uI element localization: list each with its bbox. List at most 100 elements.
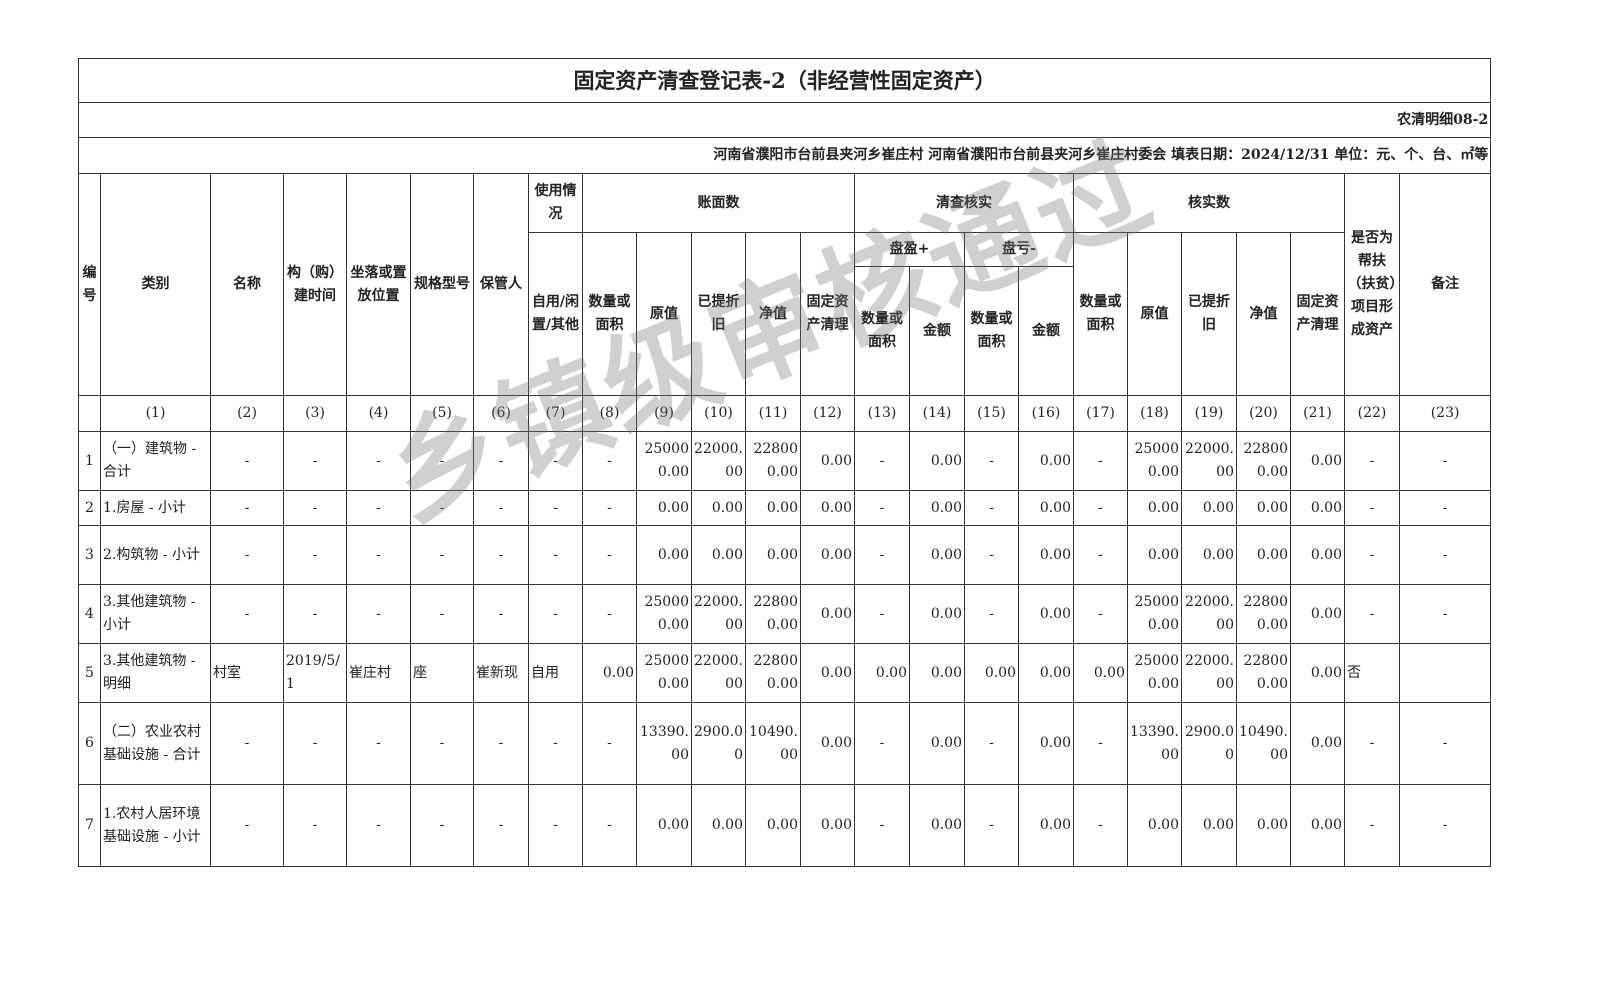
table-cell: - [1398, 702, 1492, 785]
table-cell: 0.00 [1181, 525, 1237, 585]
table-cell: 0.00 [909, 784, 965, 867]
table-cell: 0.00 [1018, 584, 1074, 644]
table-cell: - [964, 525, 1019, 585]
table-cell: 0.00 [1290, 784, 1345, 867]
table-cell: 0.00 [636, 784, 692, 867]
table-cell: - [210, 525, 284, 585]
column-index-cell [78, 395, 101, 432]
table-cell: 0.00 [1290, 643, 1345, 703]
table-cell: - [964, 702, 1019, 785]
table-cell: - [1073, 584, 1128, 644]
table-cell: - [410, 431, 474, 491]
table-cell: - [1398, 584, 1492, 644]
table-row: 7 1.农村人居环境基础设施 - 小计 - - - - - - -0.00 0.00 0.00 0.0… [78, 784, 1492, 867]
table-cell: - [582, 784, 637, 867]
table-cell: 22000.00 [1181, 643, 1237, 703]
header-verified-orig: 原值 [1127, 232, 1182, 396]
table-cell: 228000.00 [745, 584, 801, 644]
table-cell: 250000.00 [1127, 643, 1182, 703]
table-cell: 22000.00 [1181, 431, 1237, 491]
table-cell: （二）农业农村基础设施 - 合计 [100, 702, 211, 785]
table-cell: 0.00 [909, 431, 965, 491]
table-cell: 2900.00 [1181, 702, 1237, 785]
table-cell: - [410, 584, 474, 644]
table-cell: 0.00 [1236, 490, 1291, 526]
table-cell: 228000.00 [745, 643, 801, 703]
table-cell: - [473, 525, 529, 585]
table-cell: - [210, 431, 284, 491]
table-cell: - [1344, 431, 1400, 491]
table-cell: - [346, 525, 411, 585]
table-cell: - [1398, 431, 1492, 491]
table-cell: 0.00 [1236, 784, 1291, 867]
table-cell: 0.00 [800, 643, 855, 703]
row-number-cell: 1 [78, 431, 101, 491]
table-cell: 崔新现 [473, 643, 529, 703]
table-row: 4 3.其他建筑物 - 小计 - - - - - - -250000.00 22000.00 228… [78, 584, 1492, 644]
table-cell: - [210, 784, 284, 867]
table-cell: - [1344, 525, 1400, 585]
table-cell: 0.00 [1290, 525, 1345, 585]
table-cell: 2900.00 [691, 702, 746, 785]
table-cell: 0.00 [1018, 784, 1074, 867]
table-cell: - [582, 431, 637, 491]
table-cell: - [1073, 490, 1128, 526]
table-cell: - [964, 490, 1019, 526]
table-cell: 0.00 [800, 584, 855, 644]
table-cell: 228000.00 [745, 431, 801, 491]
table-cell: - [528, 490, 583, 526]
header-book-qty: 数量或面积 [582, 232, 637, 396]
table-cell: 250000.00 [1127, 584, 1182, 644]
table-cell: - [528, 431, 583, 491]
table-row: 2 1.房屋 - 小计 - - - - - - -0.00 0.00 0.00 0.00-0.00-0… [78, 490, 1492, 526]
table-cell: 2019/5/1 [283, 643, 347, 703]
table-cell: - [473, 490, 529, 526]
column-index-cell: (19) [1181, 395, 1237, 432]
row-number-cell: 6 [78, 702, 101, 785]
table-cell: - [582, 490, 637, 526]
table-cell: - [410, 702, 474, 785]
header-build-time: 构（购）建时间 [283, 173, 347, 396]
table-cell: - [964, 784, 1019, 867]
header-verified-clear: 固定资产清理 [1290, 232, 1345, 396]
table-cell: - [283, 702, 347, 785]
row-number-cell: 3 [78, 525, 101, 585]
table-cell: 0.00 [964, 643, 1019, 703]
table-cell: - [473, 431, 529, 491]
column-index-cell: (7) [528, 395, 583, 432]
row-number-cell: 7 [78, 784, 101, 867]
table-cell: - [1073, 431, 1128, 491]
table-cell: 0.00 [1018, 643, 1074, 703]
table-cell: - [346, 702, 411, 785]
header-remark: 备注 [1398, 173, 1492, 396]
table-cell: - [283, 431, 347, 491]
table-cell: - [346, 784, 411, 867]
header-check: 清查核实 [854, 173, 1074, 233]
table-cell: 0.00 [691, 784, 746, 867]
table-cell: 22000.00 [691, 584, 746, 644]
table-cell: - [1398, 490, 1492, 526]
table-cell: 村室 [210, 643, 284, 703]
table-cell: 0.00 [800, 490, 855, 526]
header-surplus-qty: 数量或面积 [854, 266, 910, 396]
column-index-cell: (18) [1127, 395, 1182, 432]
table-cell: 自用 [528, 643, 583, 703]
table-cell: 13390.00 [636, 702, 692, 785]
table-cell: - [1073, 702, 1128, 785]
table-cell: - [346, 584, 411, 644]
table-cell: 250000.00 [636, 431, 692, 491]
table-cell: 250000.00 [1127, 431, 1182, 491]
header-loss-amount: 金额 [1018, 266, 1074, 396]
table-cell: 250000.00 [636, 584, 692, 644]
table-cell: - [1398, 784, 1492, 867]
table-cell: - [854, 784, 910, 867]
table-cell: 0.00 [1181, 784, 1237, 867]
table-cell: - [1344, 784, 1400, 867]
table-cell: - [854, 525, 910, 585]
table-cell: - [210, 584, 284, 644]
header-book-net: 净值 [745, 232, 801, 396]
column-index-cell: (4) [346, 395, 411, 432]
table-row: 6 （二）农业农村基础设施 - 合计 - - - - - - -13390.00 2900.00 1… [78, 702, 1492, 785]
table-cell: - [1398, 525, 1492, 585]
column-index-cell: (10) [691, 395, 746, 432]
